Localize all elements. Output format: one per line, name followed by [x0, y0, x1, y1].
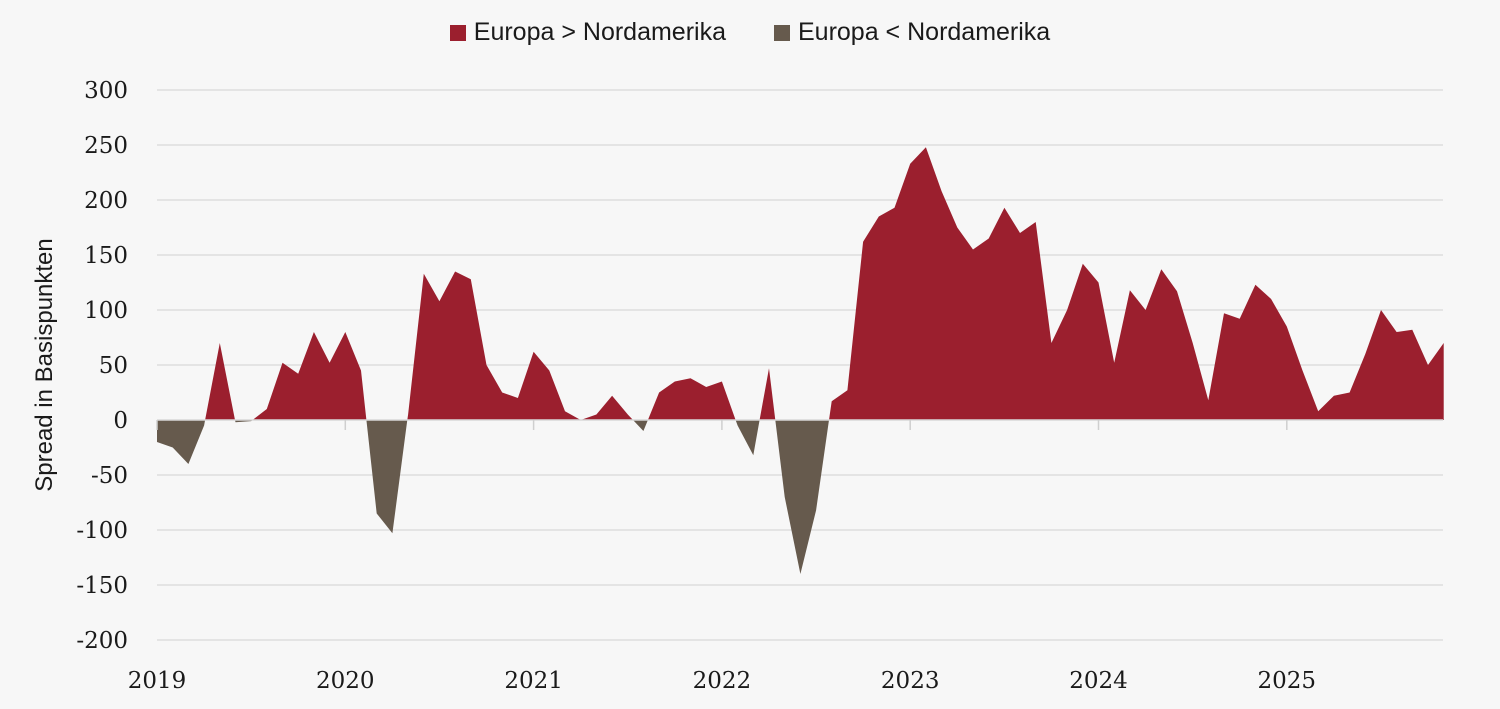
y-tick-label: -200	[76, 628, 128, 654]
legend-item-below[interactable]: Europa < Nordamerika	[774, 18, 1050, 47]
area-europa-above	[157, 147, 1444, 420]
x-tick-label: 2020	[316, 668, 375, 694]
legend-swatch-above	[449, 24, 466, 41]
y-tick-label: 200	[84, 188, 128, 214]
legend-swatch-below	[774, 24, 790, 41]
x-tick-label: 2025	[1258, 668, 1317, 694]
legend-item-above[interactable]: Europa > Nordamerika	[449, 18, 726, 47]
y-tick-label: 100	[84, 298, 128, 324]
y-axis-title: Spread in Basispunkten	[31, 238, 58, 492]
x-tick-label: 2021	[504, 668, 563, 694]
y-tick-label: 150	[84, 243, 128, 269]
y-tick-label: 250	[84, 133, 128, 159]
series-areas	[157, 147, 1444, 574]
y-tick-label: -150	[76, 573, 128, 599]
legend-label-below: Europa < Nordamerika	[798, 18, 1051, 46]
gridlines	[157, 89, 1443, 641]
y-tick-label: -100	[76, 518, 128, 544]
y-tick-label: 300	[84, 78, 128, 104]
x-axis-ticks: 2019 2020 2021 2022 2023 2024 2025	[128, 420, 1316, 694]
area-europa-below	[157, 420, 1444, 574]
y-tick-label: -50	[91, 463, 128, 489]
x-tick-label: 2023	[881, 668, 940, 694]
y-axis-ticks: 300 250 200 150 100 50 0 -50 -100 -150 -200	[76, 78, 128, 654]
legend: Europa > Nordamerika Europa < Nordamerik…	[0, 18, 1500, 47]
legend-label-above: Europa > Nordamerika	[473, 18, 726, 46]
x-tick-label: 2019	[128, 668, 187, 694]
x-tick-label: 2024	[1069, 668, 1128, 694]
y-tick-label: 50	[99, 353, 128, 379]
y-tick-label: 0	[113, 408, 128, 434]
x-tick-label: 2022	[693, 668, 752, 694]
